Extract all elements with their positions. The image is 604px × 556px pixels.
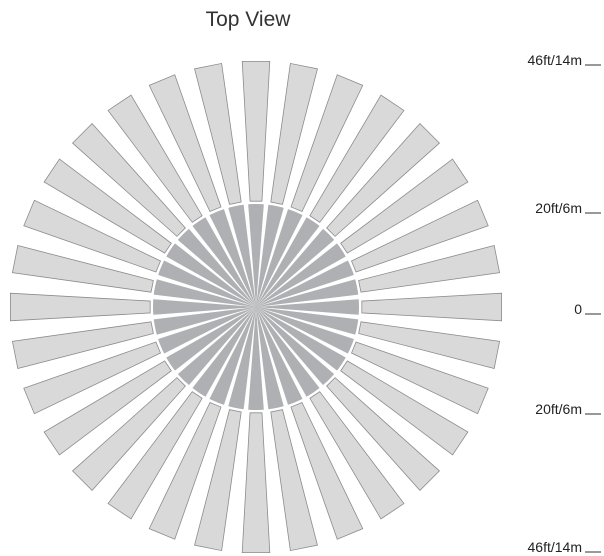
inner-spoke-gap — [152, 294, 256, 307]
outer-segment — [148, 401, 222, 540]
inner-spoke-gap — [223, 307, 256, 408]
outer-segment — [350, 199, 489, 273]
scale-label-upper: 20ft/6m — [535, 200, 582, 216]
outer-segment — [194, 409, 242, 552]
inner-spoke-gap — [155, 274, 256, 307]
inner-spoke-gap — [256, 206, 289, 307]
inner-spoke-gap — [256, 307, 324, 389]
inner-spoke-gap — [204, 307, 256, 400]
inner-spoke-gap — [204, 214, 256, 307]
outer-segment — [194, 62, 242, 205]
outer-segment — [11, 245, 154, 293]
outer-segment — [71, 122, 186, 237]
inner-spoke-gap — [163, 307, 256, 359]
inner-spoke-gap — [256, 203, 269, 307]
inner-spoke-gap — [256, 239, 338, 307]
inner-spoke-gap — [174, 239, 256, 307]
outer-segment — [9, 292, 151, 322]
scale-label-lower: 20ft/6m — [535, 401, 582, 417]
outer-segment — [340, 158, 469, 254]
inner-spoke-gap — [243, 203, 256, 307]
outer-segment — [107, 94, 203, 223]
outer-ring — [9, 60, 503, 554]
scale-tick-3: 20ft/6m — [535, 401, 601, 417]
inner-spoke-gap — [256, 307, 360, 320]
outer-segment — [290, 74, 364, 213]
inner-spoke-gap — [152, 307, 256, 320]
outer-segment — [23, 199, 162, 273]
scale-label-center: 0 — [574, 301, 582, 317]
outer-segment — [290, 401, 364, 540]
inner-spoke-gap — [256, 307, 357, 340]
inner-spoke-gap — [256, 307, 349, 359]
scale-bar: 46ft/14m 20ft/6m 0 20ft/6m 46ft/14m — [528, 52, 601, 555]
scale-tick-1: 20ft/6m — [535, 200, 601, 216]
inner-spoke-gap — [256, 307, 308, 400]
inner-spoke-gap — [256, 307, 338, 375]
outer-segment — [241, 412, 271, 554]
inner-spoke-gap — [256, 307, 269, 411]
inner-spoke-gap — [256, 214, 308, 307]
outer-segment — [43, 158, 172, 254]
inner-spoke-gap — [256, 255, 349, 307]
scale-tick-4: 46ft/14m — [528, 539, 601, 555]
outer-segment — [71, 377, 186, 492]
outer-segment — [309, 94, 405, 223]
inner-spoke-gap — [174, 307, 256, 375]
outer-segment — [23, 341, 162, 415]
outer-segment — [148, 74, 222, 213]
outer-segment — [340, 360, 469, 456]
outer-segment — [326, 122, 441, 237]
scale-tick-2: 0 — [574, 301, 601, 317]
outer-segment — [361, 292, 503, 322]
outer-segment — [43, 360, 172, 456]
inner-spoke-gap — [155, 307, 256, 340]
inner-spoke-gap — [256, 307, 289, 408]
outer-segment — [350, 341, 489, 415]
inner-spoke-gap — [256, 294, 360, 307]
outer-segment — [358, 245, 501, 293]
inner-spoke-gap — [188, 225, 256, 307]
scale-label-bottom: 46ft/14m — [528, 539, 582, 555]
inner-spoke-gap — [223, 206, 256, 307]
inner-spoke-gap — [243, 307, 256, 411]
outer-segment — [107, 391, 203, 520]
inner-spokes — [152, 203, 360, 411]
inner-spoke-gap — [163, 255, 256, 307]
inner-spoke-gap — [256, 274, 357, 307]
inner-spoke-gap — [188, 307, 256, 389]
outer-segment — [11, 321, 154, 369]
outer-segment — [270, 409, 318, 552]
diagram-title: Top View — [205, 8, 291, 31]
outer-segment — [270, 62, 318, 205]
outer-segment — [309, 391, 405, 520]
scale-label-top: 46ft/14m — [528, 52, 582, 68]
inner-spoke-gap — [256, 225, 324, 307]
outer-segment — [241, 60, 271, 202]
outer-segment — [358, 321, 501, 369]
scale-tick-0: 46ft/14m — [528, 52, 601, 68]
outer-segment — [326, 377, 441, 492]
